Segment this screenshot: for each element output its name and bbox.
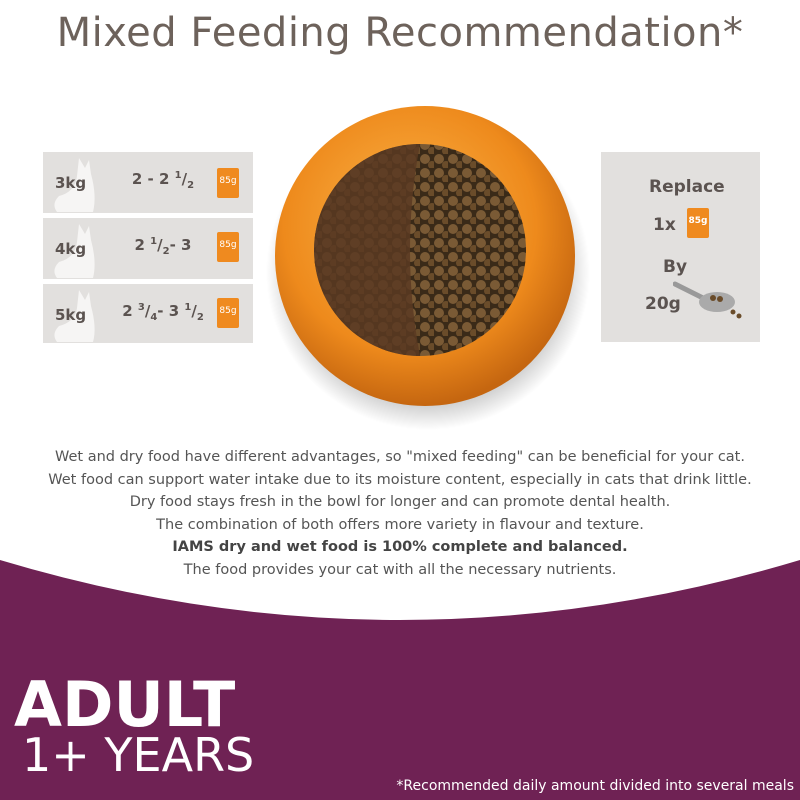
replace-box: Replace 1x 85g By 20g <box>601 152 760 342</box>
weight: 3kg <box>55 174 87 192</box>
n: 1 <box>184 302 192 313</box>
replace-title: Replace <box>649 177 725 197</box>
s: / <box>157 236 163 254</box>
t: - 3 <box>169 236 192 254</box>
years-label: 1+ YEARS <box>22 728 255 782</box>
line: IAMS dry and wet food is 100% complete a… <box>172 539 628 556</box>
amount: 2 1/2- 3 <box>121 236 205 257</box>
line: Wet food can support water intake due to… <box>48 471 752 488</box>
wet-food <box>314 144 420 356</box>
line: Dry food stays fresh in the bowl for lon… <box>129 494 671 511</box>
s: / <box>144 302 151 320</box>
cat-icon <box>54 224 95 278</box>
n: 1 <box>150 236 158 247</box>
feeding-row: 3kg 2 - 2 1/2 85g <box>43 152 253 213</box>
d: 2 <box>187 180 195 191</box>
pouch: 85g <box>217 298 239 328</box>
cat-icon <box>54 158 95 212</box>
age-label: ADULT <box>14 668 236 741</box>
weight: 5kg <box>55 306 87 324</box>
pouch: 85g <box>217 232 239 262</box>
t: 2 <box>122 302 138 320</box>
pouch: 85g <box>217 168 239 198</box>
pouch: 85g <box>687 208 709 238</box>
s: / <box>181 170 188 188</box>
description: Wet and dry food have different advantag… <box>0 446 800 582</box>
n: 3 <box>137 302 145 313</box>
t: 2 - 2 <box>131 170 175 188</box>
amount: 2 - 2 1/2 <box>121 170 205 191</box>
d: 2 <box>196 312 204 323</box>
scoop-icon <box>673 281 742 319</box>
title: Mixed Feeding Recommendation* <box>56 10 744 56</box>
cat-icon <box>54 290 95 342</box>
t: - 3 <box>157 302 185 320</box>
d: 4 <box>150 312 158 323</box>
n: 1 <box>174 170 182 181</box>
by: By <box>663 257 688 277</box>
dry-amount: 20g <box>645 294 681 314</box>
feeding-row: 4kg 2 1/2- 3 85g <box>43 218 253 279</box>
s: / <box>191 302 197 320</box>
footnote: *Recommended daily amount divided into s… <box>396 778 794 794</box>
line: The combination of both offers more vari… <box>156 516 644 533</box>
weight: 4kg <box>55 240 87 258</box>
line: Wet and dry food have different advantag… <box>55 449 745 465</box>
count: 1x <box>653 215 676 235</box>
amount: 2 3/4- 3 1/2 <box>113 302 213 323</box>
d: 2 <box>162 246 170 257</box>
t: 2 <box>134 236 151 254</box>
purple-band <box>0 560 800 800</box>
line: The food provides your cat with all the … <box>183 561 617 578</box>
feeding-row: 5kg 2 3/4- 3 1/2 85g <box>43 284 253 343</box>
